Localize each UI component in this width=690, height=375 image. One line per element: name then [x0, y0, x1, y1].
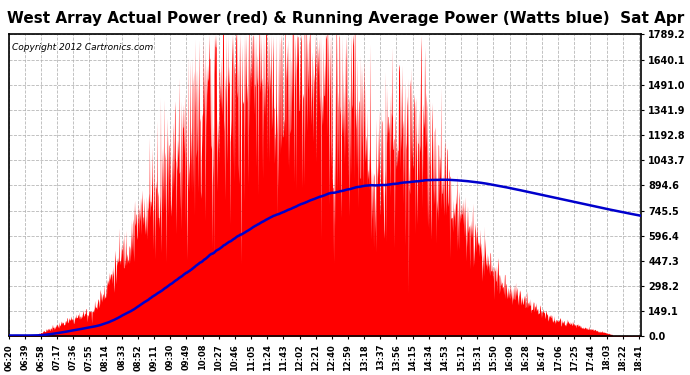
- Text: West Array Actual Power (red) & Running Average Power (Watts blue)  Sat Apr 7 19: West Array Actual Power (red) & Running …: [7, 11, 690, 26]
- Text: Copyright 2012 Cartronics.com: Copyright 2012 Cartronics.com: [12, 44, 153, 52]
